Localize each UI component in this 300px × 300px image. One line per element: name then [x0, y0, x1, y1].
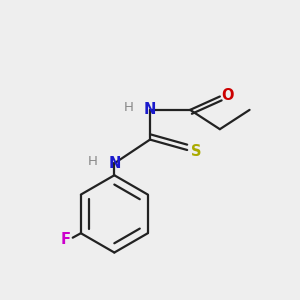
Text: H: H [124, 101, 134, 114]
Text: S: S [191, 144, 201, 159]
Text: O: O [221, 88, 233, 103]
Text: H: H [88, 155, 98, 168]
Text: N: N [108, 156, 121, 171]
Text: F: F [60, 232, 70, 247]
Text: N: N [144, 102, 156, 117]
